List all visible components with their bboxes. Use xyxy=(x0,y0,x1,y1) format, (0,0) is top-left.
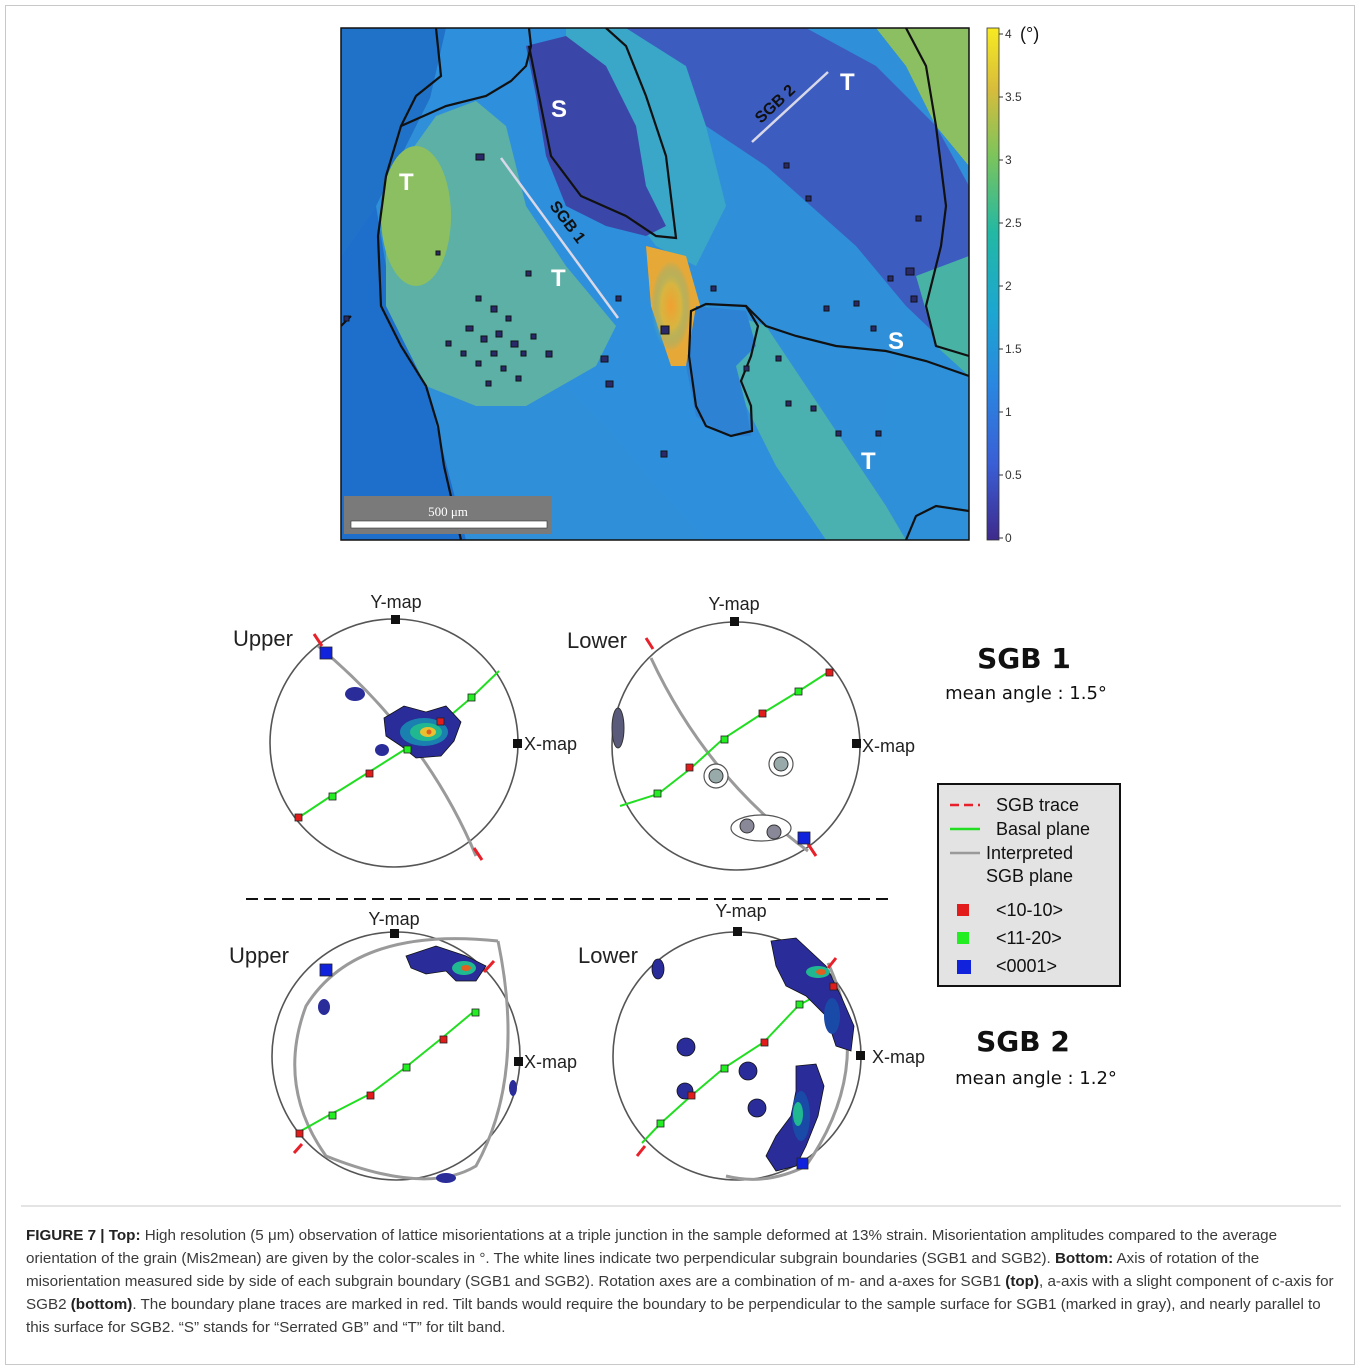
axis-x-label: X-map xyxy=(862,736,915,756)
legend-interpreted-2: SGB plane xyxy=(986,866,1073,886)
map-label-s2: S xyxy=(888,328,904,355)
legend-m-axis: <10-10> xyxy=(996,900,1063,920)
pole-figure-sgb1-lower: Y-map X-map Lower xyxy=(567,594,915,871)
sgb2-line xyxy=(751,71,829,143)
pole-figure-sgb1-upper: Y-map X-map Upper xyxy=(233,592,577,868)
map-label-t2: T xyxy=(551,265,566,292)
axis-y-label: Y-map xyxy=(715,901,766,921)
hemisphere-label-lower: Lower xyxy=(567,628,627,653)
caption-top-paren: (top) xyxy=(1005,1273,1040,1290)
figure-caption: FIGURE 7 | Top: High resolution (5 μm) o… xyxy=(26,1224,1346,1339)
colorbar-tick: 1 xyxy=(1005,405,1012,419)
legend-basal-plane: Basal plane xyxy=(996,819,1090,839)
scale-bar-label: 500 μm xyxy=(428,504,468,519)
hemisphere-label-upper: Upper xyxy=(233,626,293,651)
map-label-t3: T xyxy=(840,69,855,96)
sgb1-mean-angle: mean angle : 1.5° xyxy=(945,683,1107,704)
map-border xyxy=(340,27,970,541)
legend-sgb-trace: SGB trace xyxy=(996,795,1079,815)
figure-graphic: S S T T T T SGB 1 SGB 2 500 μm 4 3.5 3 2… xyxy=(21,24,1341,1207)
axis-x-label: X-map xyxy=(524,734,577,754)
legend-interpreted-1: Interpreted xyxy=(986,843,1073,863)
colorbar-unit: (°) xyxy=(1020,24,1039,44)
hemisphere-label-upper: Upper xyxy=(229,943,289,968)
axis-x-label: X-map xyxy=(872,1047,925,1067)
legend-c-axis: <0001> xyxy=(996,956,1057,976)
sgb2-title: SGB 2 xyxy=(976,1025,1070,1058)
sgb1-line xyxy=(499,157,620,319)
map-specks xyxy=(343,153,922,458)
colorbar-tick: 0 xyxy=(1005,531,1012,545)
caption-bottom-label: Bottom: xyxy=(1054,1250,1114,1267)
axis-y-label: Y-map xyxy=(708,594,759,614)
colorbar-tick: 3.5 xyxy=(1005,90,1022,104)
pole-figure-sgb2-upper: Y-map X-map Upper xyxy=(229,909,577,1183)
caption-text: Axis of rotation of the misorientation m… xyxy=(26,1250,1260,1290)
legend-a-axis: <11-20> xyxy=(996,928,1062,948)
scale-bar: 500 μm xyxy=(344,496,552,534)
misorientation-map xyxy=(341,28,969,540)
caption-text: . The boundary plane traces are marked i… xyxy=(26,1296,1321,1336)
axis-y-label: Y-map xyxy=(370,592,421,612)
map-label-t1: T xyxy=(399,169,414,196)
colorbar-tick: 2.5 xyxy=(1005,216,1022,230)
colorbar-tick: 2 xyxy=(1005,279,1012,293)
axis-x-label: X-map xyxy=(524,1052,577,1072)
caption-text: , a-axis with a slight component of c-ax… xyxy=(26,1273,1334,1313)
axis-y-label: Y-map xyxy=(368,909,419,929)
figure-frame: S S T T T T SGB 1 SGB 2 500 μm 4 3.5 3 2… xyxy=(5,5,1355,1365)
caption-text: High resolution (5 μm) observation of la… xyxy=(26,1227,1278,1267)
map-label-t4: T xyxy=(861,448,876,475)
colorbar-tick: 1.5 xyxy=(1005,342,1022,356)
caption-top-label: Top: xyxy=(108,1227,141,1244)
sgb2-mean-angle: mean angle : 1.2° xyxy=(955,1068,1117,1089)
colorbar-tick: 0.5 xyxy=(1005,468,1022,482)
legend: SGB trace Basal plane Interpreted SGB pl… xyxy=(937,783,1121,987)
grain-boundaries xyxy=(341,28,969,540)
colorbar-tick: 4 xyxy=(1005,27,1012,41)
sgb1-title: SGB 1 xyxy=(977,642,1071,675)
pole-figure-sgb2-lower: Y-map X-map Lower xyxy=(578,901,925,1181)
caption-bottom-paren: (bottom) xyxy=(70,1296,133,1313)
map-label-s1: S xyxy=(551,96,567,123)
colorbar: 4 3.5 3 2.5 2 1.5 1 0.5 0 (°) xyxy=(986,24,1039,545)
caption-figure-label: FIGURE 7 | xyxy=(26,1227,109,1244)
colorbar-tick: 3 xyxy=(1005,153,1012,167)
hemisphere-label-lower: Lower xyxy=(578,943,638,968)
